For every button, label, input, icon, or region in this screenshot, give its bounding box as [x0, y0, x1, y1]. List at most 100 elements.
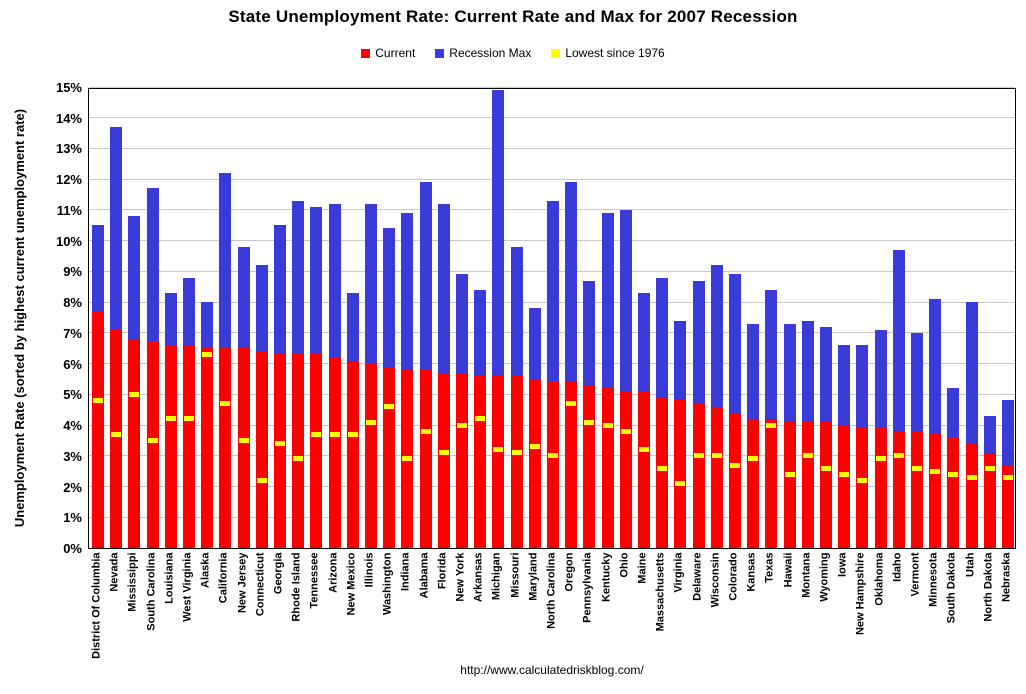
lowest-since-1976-marker — [275, 441, 286, 447]
lowest-since-1976-marker — [657, 465, 668, 471]
legend: Current Recession Max Lowest since 1976 — [0, 46, 1026, 60]
current-rate-bar — [692, 403, 705, 548]
lowest-since-1976-marker — [220, 401, 231, 407]
lowest-since-1976-marker — [620, 428, 631, 434]
current-rate-bar — [910, 431, 923, 548]
lowest-since-1976-marker — [475, 416, 486, 422]
legend-item-recession-max: Recession Max — [435, 46, 531, 60]
lowest-since-1976-marker — [711, 453, 722, 459]
lowest-since-1976-marker — [147, 437, 158, 443]
lowest-since-1976-marker — [802, 453, 813, 459]
current-rate-bar — [565, 382, 578, 548]
lowest-since-1976-marker — [366, 419, 377, 425]
lowest-since-1976-marker — [293, 456, 304, 462]
current-rate-bar — [255, 351, 268, 548]
lowest-since-1976-marker — [911, 465, 922, 471]
lowest-since-1976-marker — [256, 477, 267, 483]
current-rate-bar — [819, 422, 832, 548]
lowest-since-1976-marker — [638, 447, 649, 453]
y-tick-label: 6% — [63, 356, 82, 372]
lowest-since-1976-marker — [584, 419, 595, 425]
current-rate-bar — [201, 348, 214, 548]
gridline — [89, 178, 1015, 180]
y-tick-label: 8% — [63, 295, 82, 311]
current-rate-bar — [983, 452, 996, 548]
current-rate-bar — [965, 443, 978, 548]
gridline — [89, 117, 1015, 119]
current-rate-bar — [656, 397, 669, 548]
y-tick-label: 7% — [63, 325, 82, 341]
lowest-since-1976-marker — [566, 401, 577, 407]
current-rate-bar — [456, 372, 469, 548]
current-rate-bar — [492, 375, 505, 548]
lowest-since-1976-marker — [457, 422, 468, 428]
current-rate-bar — [365, 363, 378, 548]
current-rate-bar — [237, 348, 250, 548]
y-tick-label: 5% — [63, 387, 82, 403]
lowest-since-1976-marker — [839, 471, 850, 477]
current-rate-bar — [510, 375, 523, 548]
gridline — [89, 147, 1015, 149]
current-rate-bar — [674, 400, 687, 548]
y-tick-label: 13% — [55, 141, 82, 157]
current-rate-bar — [128, 339, 141, 548]
lowest-since-1976-marker — [402, 456, 413, 462]
current-rate-bar — [783, 422, 796, 548]
current-rate-bar — [838, 425, 851, 548]
y-tick-label: 2% — [63, 479, 82, 495]
source-url: http://www.calculatedriskblog.com/ — [460, 663, 644, 677]
lowest-since-1976-marker — [948, 471, 959, 477]
lowest-since-1976-marker — [493, 447, 504, 453]
y-tick-label: 15% — [55, 80, 82, 95]
y-tick-label: 0% — [63, 541, 82, 556]
current-rate-bar — [437, 372, 450, 548]
lowest-since-1976-marker — [857, 477, 868, 483]
legend-label: Recession Max — [449, 46, 532, 60]
current-rate-bar — [528, 378, 541, 548]
lowest-since-1976-marker — [602, 422, 613, 428]
lowest-since-1976-marker — [184, 416, 195, 422]
lowest-since-1976-marker — [875, 456, 886, 462]
current-rate-bar — [728, 412, 741, 548]
y-tick-label: 3% — [63, 448, 82, 464]
current-rate-bar — [274, 354, 287, 548]
current-rate-bar — [710, 406, 723, 548]
current-rate-bar — [929, 434, 942, 548]
current-rate-bar — [110, 329, 123, 548]
lowest-since-1976-marker — [129, 391, 140, 397]
current-rate-bar — [801, 422, 814, 548]
current-rate-bar — [874, 428, 887, 548]
lowest-since-1976-marker — [729, 462, 740, 468]
lowest-since-1976-marker — [384, 404, 395, 410]
y-axis-title: Unemployment Rate (sorted by highest cur… — [12, 108, 27, 528]
lowest-since-1976-marker — [311, 431, 322, 437]
y-tick-label: 9% — [63, 264, 82, 280]
legend-swatch-icon — [551, 48, 561, 58]
y-tick-label: 10% — [55, 233, 82, 249]
current-rate-bar — [747, 418, 760, 548]
current-rate-bar — [583, 385, 596, 548]
lowest-since-1976-marker — [238, 437, 249, 443]
y-tick-label: 12% — [55, 172, 82, 188]
current-rate-bar — [146, 342, 159, 548]
current-rate-bar — [547, 382, 559, 548]
lowest-since-1976-marker — [111, 431, 122, 437]
legend-item-current: Current — [361, 46, 415, 60]
current-rate-bar — [856, 428, 869, 548]
lowest-since-1976-marker — [529, 444, 540, 450]
lowest-since-1976-marker — [420, 428, 431, 434]
y-tick-label: 11% — [56, 202, 82, 218]
current-rate-bar — [183, 345, 196, 548]
lowest-since-1976-marker — [165, 416, 176, 422]
current-rate-bar — [601, 388, 614, 548]
current-rate-bar — [310, 354, 323, 548]
current-rate-bar — [346, 360, 359, 548]
current-rate-bar — [765, 418, 778, 548]
current-rate-bar — [92, 311, 105, 548]
plot-area — [88, 86, 1016, 549]
lowest-since-1976-marker — [548, 453, 558, 459]
current-rate-bar — [164, 345, 177, 548]
current-rate-bar — [892, 431, 905, 548]
legend-label: Current — [375, 46, 416, 60]
